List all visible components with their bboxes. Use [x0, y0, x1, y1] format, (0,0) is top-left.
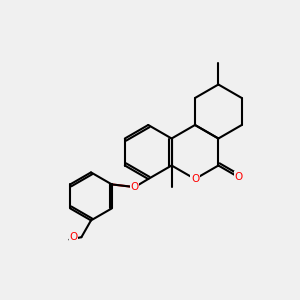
Text: O: O — [69, 232, 77, 242]
Text: O: O — [234, 172, 242, 182]
Text: O: O — [130, 182, 139, 192]
Text: O: O — [191, 174, 199, 184]
